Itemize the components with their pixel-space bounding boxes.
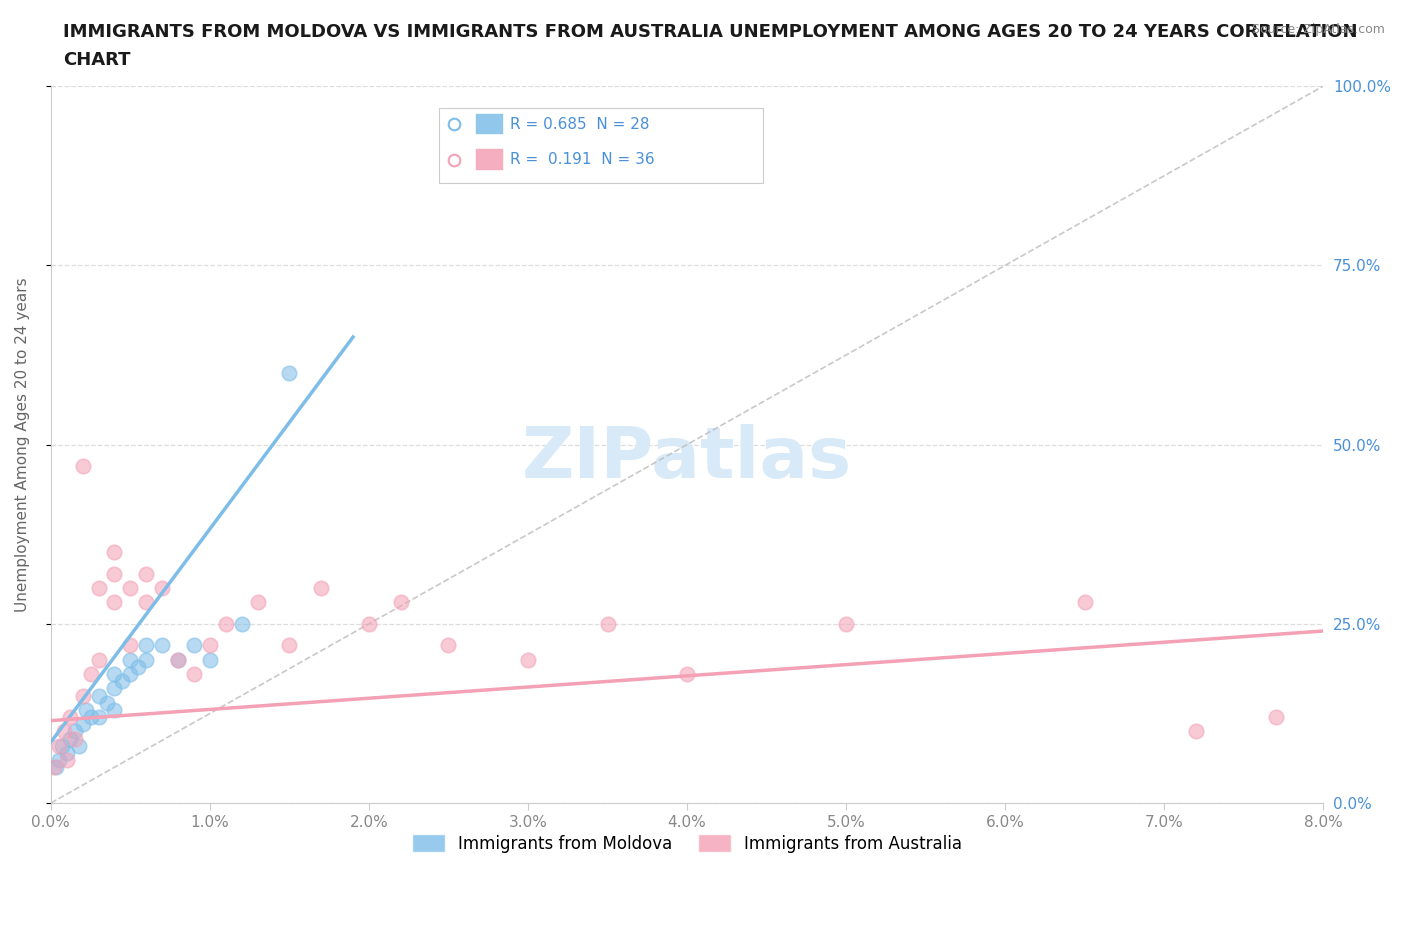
Point (51, 738, 73, 753)
Point (69, 738, 91, 753)
Point (63, 724, 86, 738)
Point (120, 638, 142, 653)
Text: ZIPatlas: ZIPatlas (522, 424, 852, 494)
Text: Source: ZipAtlas.com: Source: ZipAtlas.com (1251, 23, 1385, 36)
Point (87, 710, 110, 724)
Point (55, 746, 77, 761)
Point (120, 580, 142, 595)
Point (72, 458, 94, 473)
Point (45, 760, 67, 775)
Point (278, 365, 301, 380)
Point (103, 667, 125, 682)
Point (48, 752, 70, 767)
Point (103, 702, 125, 717)
Point (72, 688, 94, 703)
Point (150, 638, 173, 653)
Point (87, 652, 110, 667)
Legend: Immigrants from Moldova, Immigrants from Australia: Immigrants from Moldova, Immigrants from… (405, 828, 969, 859)
Point (127, 659, 149, 674)
Point (79, 667, 101, 682)
Point (135, 638, 157, 653)
Point (676, 667, 699, 682)
Text: CHART: CHART (63, 51, 131, 69)
Point (389, 595, 412, 610)
Point (183, 638, 205, 653)
Point (1185, 724, 1208, 738)
Point (75, 702, 97, 717)
Point (1073, 595, 1095, 610)
Point (1264, 710, 1286, 724)
Point (135, 652, 157, 667)
Point (59, 710, 82, 724)
Point (103, 545, 125, 560)
Point (596, 617, 619, 631)
Point (87, 580, 110, 595)
Point (835, 617, 858, 631)
Point (120, 652, 142, 667)
Point (120, 667, 142, 682)
Point (72, 717, 94, 732)
Point (246, 595, 269, 610)
Point (79, 710, 101, 724)
Point (183, 667, 205, 682)
Point (167, 652, 190, 667)
Point (87, 688, 110, 703)
Point (111, 673, 134, 688)
Point (198, 652, 221, 667)
Text: IMMIGRANTS FROM MOLDOVA VS IMMIGRANTS FROM AUSTRALIA UNEMPLOYMENT AMONG AGES 20 : IMMIGRANTS FROM MOLDOVA VS IMMIGRANTS FR… (63, 23, 1358, 41)
Point (96, 696, 118, 711)
Point (198, 638, 221, 653)
Point (215, 617, 238, 631)
FancyBboxPatch shape (439, 108, 763, 183)
Point (167, 652, 190, 667)
Point (103, 681, 125, 696)
Point (48, 738, 70, 753)
Point (42, 760, 65, 775)
Point (63, 731, 86, 746)
Point (278, 638, 301, 653)
Point (55, 752, 77, 767)
Point (517, 652, 540, 667)
Text: R = 0.685  N = 28: R = 0.685 N = 28 (510, 116, 650, 132)
Bar (475, 149, 502, 170)
Point (231, 617, 253, 631)
Point (103, 595, 125, 610)
Point (135, 595, 157, 610)
Point (135, 566, 157, 581)
Y-axis label: Unemployment Among Ages 20 to 24 years: Unemployment Among Ages 20 to 24 years (15, 277, 30, 612)
Point (150, 580, 173, 595)
Point (357, 617, 380, 631)
Point (103, 566, 125, 581)
Point (309, 580, 332, 595)
Point (59, 731, 82, 746)
Bar (475, 113, 502, 134)
Text: R =  0.191  N = 36: R = 0.191 N = 36 (510, 153, 655, 167)
Point (437, 638, 460, 653)
Point (52, 724, 75, 738)
